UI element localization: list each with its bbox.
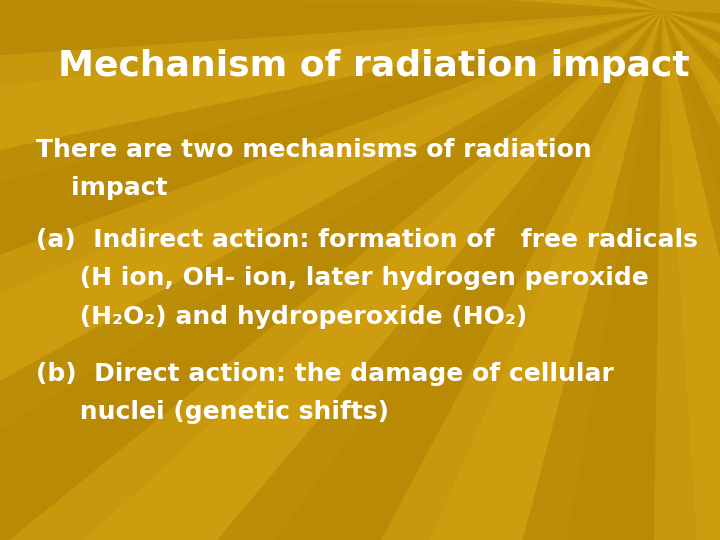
Text: (H ion, OH- ion, later hydrogen peroxide: (H ion, OH- ion, later hydrogen peroxide [36,266,649,290]
Text: (b)  Direct action: the damage of cellular: (b) Direct action: the damage of cellula… [36,362,614,386]
Text: (a)  Indirect action: formation of   free radicals: (a) Indirect action: formation of free r… [36,228,698,252]
Text: impact: impact [36,176,168,200]
Polygon shape [662,11,720,540]
Polygon shape [662,11,720,540]
Text: nuclei (genetic shifts): nuclei (genetic shifts) [36,400,389,424]
Text: (H₂O₂) and hydroperoxide (HO₂): (H₂O₂) and hydroperoxide (HO₂) [36,305,527,328]
Polygon shape [0,11,662,453]
Polygon shape [0,11,662,540]
Text: Mechanism of radiation impact: Mechanism of radiation impact [58,49,689,83]
Polygon shape [641,11,720,540]
Polygon shape [0,0,662,11]
Polygon shape [0,11,662,540]
Polygon shape [662,11,720,540]
Polygon shape [662,11,720,540]
Polygon shape [662,11,720,406]
Polygon shape [662,11,720,540]
Text: There are two mechanisms of radiation: There are two mechanisms of radiation [36,138,592,161]
Polygon shape [0,0,662,212]
Polygon shape [0,11,662,540]
Polygon shape [0,0,662,11]
Polygon shape [0,11,662,540]
Polygon shape [0,11,662,540]
Polygon shape [0,0,662,11]
Polygon shape [662,11,720,540]
Polygon shape [0,11,662,540]
Polygon shape [312,11,720,540]
